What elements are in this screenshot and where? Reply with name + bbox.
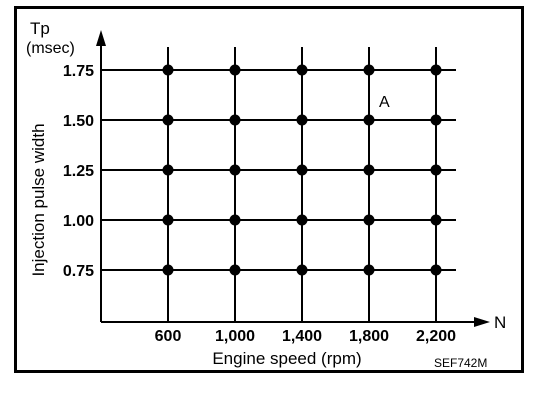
data-point bbox=[363, 64, 375, 76]
y-tick-label: 1.75 bbox=[63, 63, 94, 80]
y-axis-symbol: Tp bbox=[30, 19, 50, 38]
x-tick-label: 1,400 bbox=[282, 328, 322, 345]
data-point bbox=[162, 64, 174, 76]
y-axis-unit: (msec) bbox=[26, 40, 75, 57]
data-point bbox=[296, 264, 308, 276]
data-point bbox=[430, 114, 442, 126]
y-axis-label: Injection pulse width bbox=[29, 123, 48, 276]
data-point bbox=[296, 214, 308, 226]
data-point bbox=[162, 114, 174, 126]
data-point bbox=[229, 264, 241, 276]
data-point bbox=[430, 164, 442, 176]
y-axis-arrow bbox=[96, 30, 106, 46]
x-tick-label: 2,200 bbox=[416, 328, 456, 345]
data-point bbox=[229, 114, 241, 126]
data-point bbox=[296, 164, 308, 176]
data-point bbox=[296, 114, 308, 126]
data-points bbox=[162, 64, 442, 276]
data-point bbox=[162, 264, 174, 276]
data-point bbox=[229, 214, 241, 226]
data-point bbox=[363, 114, 375, 126]
figure-frame bbox=[14, 6, 524, 373]
y-tick-label: 1.50 bbox=[63, 113, 94, 130]
x-tick-label: 1,800 bbox=[349, 328, 389, 345]
x-axis-symbol: N bbox=[494, 313, 506, 332]
y-tick-label: 0.75 bbox=[63, 263, 94, 280]
axes bbox=[96, 30, 490, 327]
y-tick-label: 1.00 bbox=[63, 213, 94, 230]
data-point bbox=[363, 264, 375, 276]
data-point bbox=[363, 214, 375, 226]
figure-code: SEF742M bbox=[434, 356, 487, 370]
data-point bbox=[296, 64, 308, 76]
annotation-label: A bbox=[379, 94, 390, 111]
x-axis-arrow bbox=[474, 317, 490, 327]
x-tick-label: 600 bbox=[155, 328, 182, 345]
x-axis-label: Engine speed (rpm) bbox=[212, 349, 361, 368]
x-tick-label: 1,000 bbox=[215, 328, 255, 345]
data-point bbox=[430, 214, 442, 226]
tick-labels: 600 1,000 1,400 1,800 2,200 0.75 1.00 1.25 1.50 1… bbox=[63, 63, 456, 345]
data-point bbox=[430, 64, 442, 76]
grid-lines bbox=[101, 47, 456, 322]
y-tick-label: 1.25 bbox=[63, 163, 94, 180]
data-point bbox=[162, 214, 174, 226]
data-point bbox=[229, 64, 241, 76]
data-point bbox=[162, 164, 174, 176]
data-point bbox=[229, 164, 241, 176]
data-point bbox=[363, 164, 375, 176]
data-point bbox=[430, 264, 442, 276]
